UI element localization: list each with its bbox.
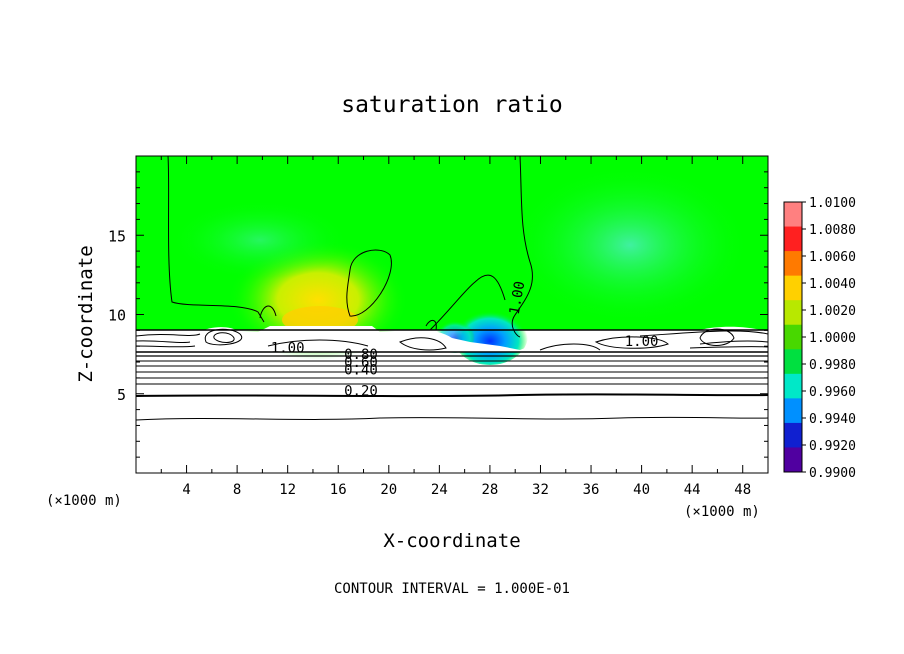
colorbar-label: 0.9940 <box>809 412 856 427</box>
x-tick-label: 44 <box>684 482 701 498</box>
colorbar-segment <box>784 226 802 252</box>
cool-anomaly-left <box>170 200 350 280</box>
contour-label: 0.60 <box>344 355 378 371</box>
x-tick-label: 24 <box>431 482 448 498</box>
colorbar-segment <box>784 202 802 228</box>
contour-interval-note: CONTOUR INTERVAL = 1.000E-01 <box>334 581 570 597</box>
contour-label: 0.20 <box>344 383 378 399</box>
y-tick-label: 10 <box>108 307 126 325</box>
colorbar-segment <box>784 300 802 326</box>
colorbar-label: 1.0040 <box>809 277 856 292</box>
colorbar-label: 1.0000 <box>809 331 856 346</box>
x-axis-label: X-coordinate <box>383 530 520 552</box>
y-axis-label: Z-coordinate <box>75 245 97 382</box>
colorbar-segment <box>784 251 802 277</box>
colorbar-label: 1.0100 <box>809 196 856 211</box>
x-axis-ticks: 4 8 12 16 20 24 28 32 36 40 44 48 <box>160 156 751 498</box>
colorbar-label: 0.9980 <box>809 358 856 373</box>
x-tick-label: 16 <box>330 482 347 498</box>
x-tick-label: 32 <box>532 482 549 498</box>
plot-field <box>136 156 768 473</box>
colorbar-label: 1.0080 <box>809 223 856 238</box>
x-tick-label: 8 <box>233 482 241 498</box>
chart-title: saturation ratio <box>341 92 563 118</box>
contour-label: 0.40 <box>344 363 378 379</box>
y-tick-label: 5 <box>117 386 126 404</box>
x-tick-label: 12 <box>279 482 296 498</box>
layer-contours <box>136 351 768 421</box>
y-axis-ticks: 5 10 15 <box>108 171 768 458</box>
field-contours <box>136 156 768 351</box>
contour-labels: 1.00 1.00 1.00 0.800.600.40 0.20 <box>271 280 659 399</box>
x-tick-label: 28 <box>481 482 498 498</box>
contour-label: 1.00 <box>271 341 305 357</box>
x-tick-label: 40 <box>633 482 650 498</box>
colorbar-segment <box>784 398 802 424</box>
x-tick-label: 4 <box>182 482 190 498</box>
colorbar-segment <box>784 275 802 301</box>
x-tick-label: 36 <box>583 482 600 498</box>
cool-anomaly-right <box>510 165 750 325</box>
colorbar-segment <box>784 324 802 350</box>
cloud-base-band <box>136 326 768 352</box>
colorbar-label: 1.0060 <box>809 250 856 265</box>
colorbar-label: 0.9920 <box>809 439 856 454</box>
colorbar-label: 0.9960 <box>809 385 856 400</box>
colorbar: 1.0100 1.0080 1.0060 1.0040 1.0020 1.0000 0.99… <box>783 196 856 481</box>
colorbar-segment <box>784 422 802 448</box>
contour-label: 1.00 <box>625 334 659 350</box>
y-tick-label: 15 <box>108 227 126 245</box>
colorbar-segment <box>784 373 802 399</box>
contour-label: 1.00 <box>507 280 529 316</box>
colorbar-label: 1.0020 <box>809 304 856 319</box>
colorbar-segment <box>784 447 802 473</box>
x-unit-left: (×1000 m) <box>46 493 122 509</box>
colorbar-label: 0.9900 <box>809 466 856 481</box>
contour-label: 0.80 <box>344 347 378 363</box>
colorbar-segment <box>784 349 802 375</box>
x-tick-label: 20 <box>380 482 397 498</box>
x-tick-label: 48 <box>734 482 751 498</box>
x-unit-right: (×1000 m) <box>684 504 760 520</box>
